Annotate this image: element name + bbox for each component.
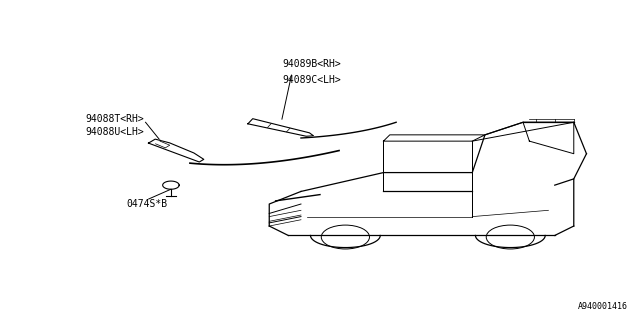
Text: 94089C<LH>: 94089C<LH> (282, 75, 340, 85)
Polygon shape (148, 139, 204, 162)
Text: A940001416: A940001416 (578, 302, 628, 311)
Text: 0474S*B: 0474S*B (127, 199, 168, 209)
Text: 94089B<RH>: 94089B<RH> (282, 60, 340, 69)
Text: 94088U<LH>: 94088U<LH> (85, 127, 144, 137)
Polygon shape (248, 119, 314, 136)
Text: 94088T<RH>: 94088T<RH> (85, 115, 144, 124)
